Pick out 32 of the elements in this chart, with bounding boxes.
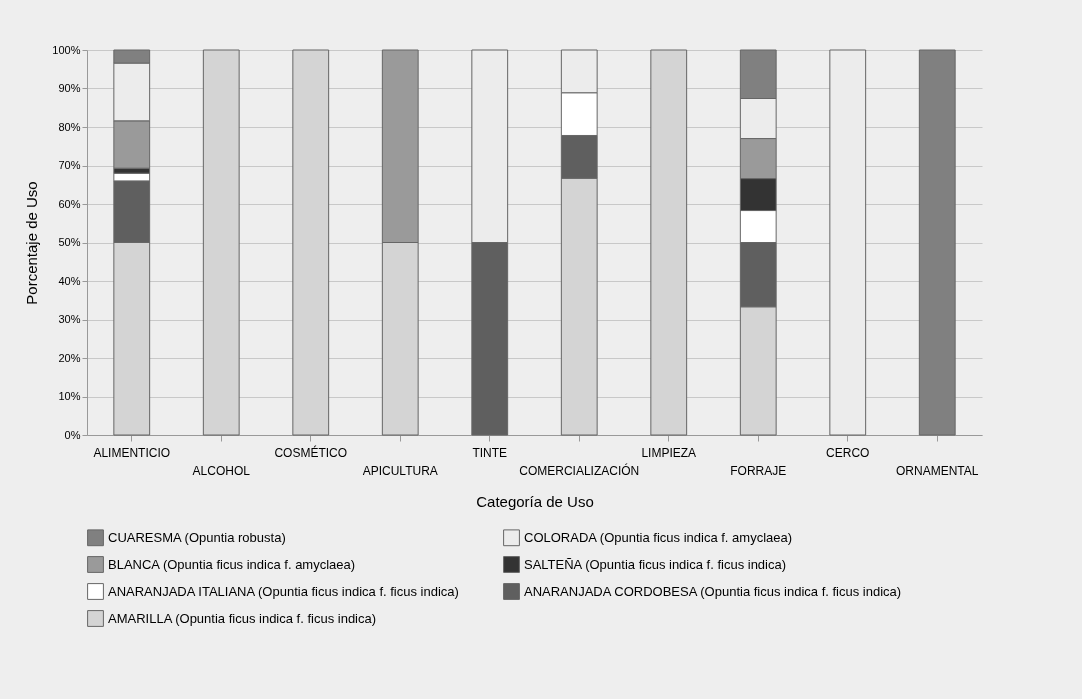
bar bbox=[829, 49, 867, 436]
y-tick-label: 10% bbox=[58, 390, 81, 402]
x-axis-title: Categoría de Uso bbox=[476, 492, 594, 510]
y-tick-label: 80% bbox=[58, 120, 81, 133]
y-tick-label: 60% bbox=[58, 197, 81, 210]
y-tick-label: 100% bbox=[52, 43, 81, 56]
legend-label: CUARESMA (Opuntia robusta) bbox=[108, 529, 286, 545]
legend-label: BLANCA (Opuntia ficus indica f. amyclaea) bbox=[108, 556, 356, 572]
y-tick-label: 20% bbox=[58, 351, 81, 364]
y-tick-label: 0% bbox=[64, 428, 81, 441]
y-tick-label: 70% bbox=[58, 159, 81, 171]
x-tick-label: APICULTURA bbox=[362, 463, 438, 478]
legend-label: COLORADA (Opuntia ficus indica f. amyclaea) bbox=[524, 529, 793, 545]
legend-label: ANARANJADA ITALIANA (Opuntia ficus indica f. ficus indica) bbox=[108, 583, 459, 599]
y-axis-title: Porcentaje de Uso bbox=[23, 181, 41, 305]
legend-label: ANARANJADA CORDOBESA (Opuntia ficus indica f. ficus indica) bbox=[524, 583, 902, 599]
y-tick-label: 50% bbox=[58, 236, 81, 248]
y-tick-label: 90% bbox=[58, 82, 81, 94]
legend-label: SALTEÑA (Opuntia ficus indica f. ficus indica) bbox=[524, 556, 787, 572]
x-tick-label: TINTE bbox=[472, 445, 508, 460]
y-tick-label: 30% bbox=[58, 313, 81, 325]
x-tick-label: LIMPIEZA bbox=[641, 445, 697, 460]
x-tick-label: COMERCIALIZACIÓN bbox=[519, 462, 640, 478]
y-tick-label: 40% bbox=[58, 274, 81, 287]
x-tick-label: ALCOHOL bbox=[192, 463, 251, 478]
x-tick-label: ORNAMENTAL bbox=[896, 463, 979, 478]
x-tick-label: CERCO bbox=[826, 445, 870, 460]
legend-label: AMARILLA (Opuntia ficus indica f. ficus indica) bbox=[108, 610, 377, 626]
x-tick-label: COSMÉTICO bbox=[274, 444, 348, 460]
x-tick-label: FORRAJE bbox=[730, 463, 787, 478]
x-tick-label: ALIMENTICIO bbox=[93, 445, 171, 460]
bar bbox=[918, 49, 956, 436]
